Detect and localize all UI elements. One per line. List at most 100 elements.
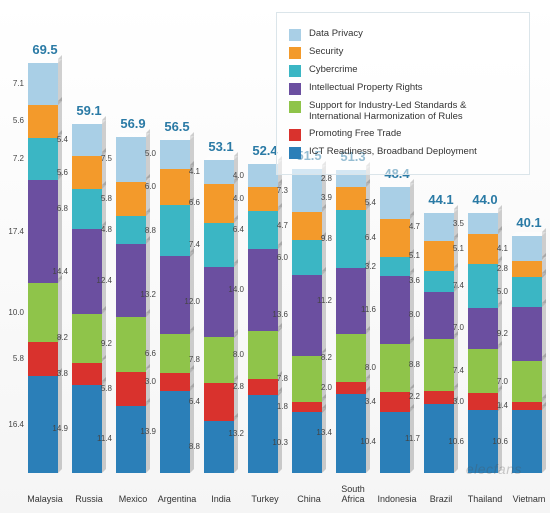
segment-value-label: 10.3 [262, 439, 288, 447]
segment-standards [72, 314, 102, 362]
segment-standards [248, 331, 278, 378]
segment-value-label: 8.0 [394, 311, 420, 319]
segment-value-label: 7.8 [262, 375, 288, 383]
segment-value-label: 6.0 [262, 254, 288, 262]
segment-value-label: 13.9 [130, 428, 156, 436]
legend-swatch-cybercrime [289, 65, 301, 77]
segment-value-label: 7.3 [262, 187, 288, 195]
segment-ipr [380, 276, 410, 344]
category-label: Brazil [419, 495, 463, 505]
category-label: Russia [67, 495, 111, 505]
legend-label: Data Privacy [309, 28, 363, 39]
segment-value-label: 12.4 [86, 277, 112, 285]
segment-value-label: 5.0 [482, 288, 508, 296]
legend-swatch-ipr [289, 83, 301, 95]
segment-value-label: 4.1 [482, 245, 508, 253]
segment-value-label: 6.4 [218, 226, 244, 234]
segment-value-label: 4.7 [262, 222, 288, 230]
legend-item-cybercrime: Cybercrime [289, 64, 517, 77]
segment-value-label: 8.8 [130, 227, 156, 235]
segment-value-label: 7.2 [0, 155, 24, 163]
segment-value-label: 2.8 [306, 175, 332, 183]
segment-cybercrime [380, 257, 410, 276]
segment-value-label: 5.0 [130, 150, 156, 158]
segment-value-label: 11.6 [350, 306, 376, 314]
segment-freeTrade [72, 363, 102, 385]
category-label: Turkey [243, 495, 287, 505]
segment-value-label: 3.5 [438, 220, 464, 228]
segment-value-label: 13.6 [262, 311, 288, 319]
segment-value-label: 4.0 [218, 172, 244, 180]
segment-value-label: 17.4 [0, 228, 24, 236]
segment-privacy [380, 187, 410, 219]
legend-box: Data Privacy Security Cybercrime Intellectu… [276, 12, 530, 175]
segment-standards [468, 349, 498, 393]
bar-total-label: 53.1 [200, 139, 242, 154]
segment-ipr [292, 275, 322, 355]
segment-value-label: 5.8 [0, 355, 24, 363]
segment-standards [512, 361, 542, 402]
segment-value-label: 14.9 [42, 425, 68, 433]
segment-value-label: 3.2 [350, 263, 376, 271]
segment-value-label: 7.0 [438, 324, 464, 332]
category-label: Argentina [155, 495, 199, 505]
category-label: China [287, 495, 331, 505]
segment-value-label: 3.8 [42, 370, 68, 378]
segment-value-label: 7.8 [174, 356, 200, 364]
segment-value-label: 3.4 [350, 398, 376, 406]
legend-label: ICT Readiness, Broadband Deployment [309, 146, 477, 157]
segment-value-label: 6.0 [130, 183, 156, 191]
segment-value-label: 7.4 [174, 241, 200, 249]
segment-ict [292, 412, 322, 473]
segment-value-label: 6.4 [174, 398, 200, 406]
category-label: Indonesia [375, 495, 419, 505]
legend-label: Promoting Free Trade [309, 128, 401, 139]
legend-item-privacy: Data Privacy [289, 28, 517, 41]
segment-value-label: 3.0 [130, 378, 156, 386]
segment-value-label: 10.6 [482, 438, 508, 446]
bar-total-label: 40.1 [508, 215, 550, 230]
chart-container: 16.45.810.017.47.25.67.169.514.93.88.214… [0, 0, 550, 513]
segment-cybercrime [292, 240, 322, 275]
segment-ipr [204, 267, 234, 338]
bar-total-label: 56.9 [112, 116, 154, 131]
legend-swatch-freeTrade [289, 129, 301, 141]
legend-label: Cybercrime [309, 64, 358, 75]
segment-value-label: 11.4 [86, 435, 112, 443]
legend-swatch-privacy [289, 29, 301, 41]
segment-value-label: 14.4 [42, 268, 68, 276]
segment-value-label: 10.6 [438, 438, 464, 446]
legend-label: Security [309, 46, 343, 57]
segment-value-label: 8.2 [42, 334, 68, 342]
segment-value-label: 16.4 [0, 421, 24, 429]
segment-value-label: 4.8 [86, 226, 112, 234]
bar-total-label: 44.1 [420, 192, 462, 207]
category-label: Malaysia [23, 495, 67, 505]
category-label: Thailand [463, 495, 507, 505]
segment-value-label: 6.6 [174, 199, 200, 207]
segment-value-label: 12.0 [174, 298, 200, 306]
segment-value-label: 1.4 [482, 402, 508, 410]
segment-value-label: 6.6 [130, 350, 156, 358]
legend-label: Support for Industry-Led Standards & Int… [309, 100, 517, 123]
legend-item-security: Security [289, 46, 517, 59]
segment-value-label: 7.5 [86, 155, 112, 163]
segment-freeTrade [336, 382, 366, 394]
segment-value-label: 6.4 [350, 234, 376, 242]
bar-total-label: 59.1 [68, 103, 110, 118]
segment-ict [72, 385, 102, 473]
segment-value-label: 3.9 [306, 194, 332, 202]
legend-item-ipr: Intellectual Property Rights [289, 82, 517, 95]
segment-standards [292, 356, 322, 402]
segment-standards [28, 283, 58, 342]
segment-value-label: 5.4 [42, 136, 68, 144]
segment-ipr [72, 229, 102, 314]
bar-total-label: 44.0 [464, 192, 506, 207]
segment-ipr [116, 244, 146, 317]
segment-value-label: 7.0 [482, 378, 508, 386]
segment-ipr [336, 268, 366, 334]
segment-value-label: 5.1 [438, 245, 464, 253]
segment-ict [116, 406, 146, 473]
segment-value-label: 2.2 [394, 393, 420, 401]
segment-standards [336, 334, 366, 382]
